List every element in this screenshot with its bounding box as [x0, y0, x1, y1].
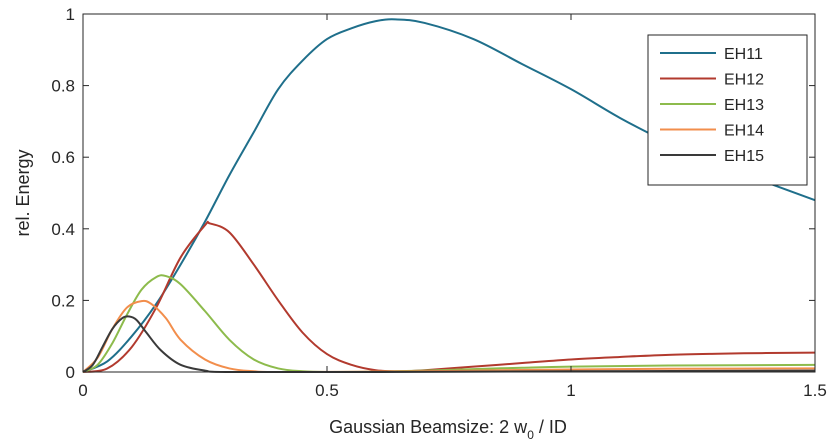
- series-line-eh15: [82, 315, 816, 374]
- series-line-eh11: [82, 18, 816, 373]
- legend-box: [647, 34, 808, 186]
- series-line-eh13: [82, 274, 816, 374]
- x-tick-label: 0: [78, 381, 87, 400]
- x-tick-label: 1: [566, 381, 575, 400]
- series-line-eh14: [82, 299, 816, 374]
- y-axis-label: rel. Energy: [13, 149, 33, 236]
- y-tick-label: 0.6: [51, 148, 75, 167]
- y-tick-label: 0: [66, 363, 75, 382]
- axes: Gaussian Beamsize: 2 w0 / ID rel. Energy…: [13, 5, 827, 442]
- y-tick-label: 0.8: [51, 77, 75, 96]
- legend: EH11 EH12 EH13 EH14 EH15: [647, 34, 808, 186]
- legend-label-eh12: EH12: [724, 72, 764, 89]
- legend-label-eh14: EH14: [724, 123, 764, 140]
- x-tick-label: 0.5: [315, 381, 339, 400]
- x-tick-label: 1.5: [803, 381, 827, 400]
- y-tick-label: 0.4: [51, 220, 75, 239]
- y-tick-label: 0.2: [51, 291, 75, 310]
- x-axis-label: Gaussian Beamsize: 2 w0 / ID: [329, 417, 567, 442]
- legend-label-eh11: EH11: [724, 46, 763, 63]
- series-line-eh12: [82, 220, 816, 373]
- legend-label-eh13: EH13: [724, 97, 764, 114]
- y-tick-label: 1: [66, 5, 75, 24]
- legend-label-eh15: EH15: [724, 148, 764, 165]
- plot-area: [82, 18, 816, 374]
- axes-box: [82, 13, 816, 373]
